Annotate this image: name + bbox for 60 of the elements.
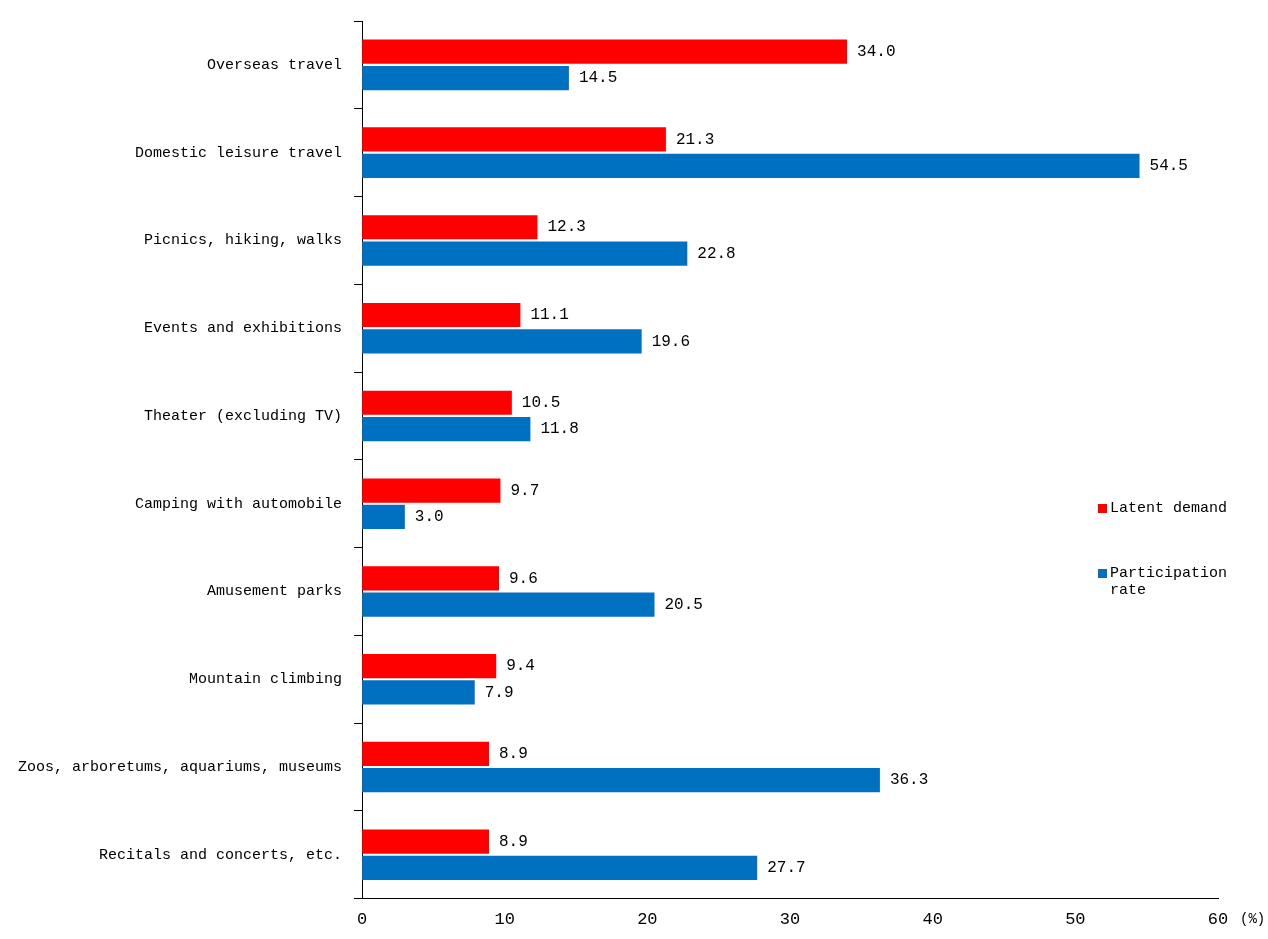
x-tick-label: 10 <box>494 910 515 930</box>
y-tick-label: Mountain climbing <box>189 671 343 689</box>
bar <box>362 65 569 91</box>
legend-label: Latent demand <box>1110 500 1228 518</box>
data-label: 27.7 <box>767 859 806 878</box>
data-label: 34.0 <box>857 42 896 61</box>
y-tick-label: Overseas travel <box>207 56 343 74</box>
data-label: 3.0 <box>414 508 444 527</box>
bar <box>362 504 405 529</box>
bar <box>362 302 521 328</box>
data-label: 11.1 <box>530 306 569 325</box>
x-tick-label: 60 <box>1207 910 1229 930</box>
data-label: 54.5 <box>1149 157 1188 176</box>
bar <box>362 592 655 617</box>
x-tick-label: 20 <box>637 910 658 930</box>
data-label: 22.8 <box>697 244 736 263</box>
bar <box>362 127 666 152</box>
x-tick-label: 0 <box>356 910 368 930</box>
y-tick-label: Amusement parks <box>207 583 343 601</box>
bar <box>362 416 531 442</box>
data-label: 8.9 <box>499 745 528 764</box>
bar <box>362 153 1140 178</box>
data-label: 11.8 <box>540 420 579 439</box>
y-tick-label: Events and exhibitions <box>144 320 343 338</box>
bar <box>362 215 538 240</box>
bar <box>362 653 497 679</box>
y-tick-label: Picnics, hiking, walks <box>144 232 343 250</box>
data-label: 7.9 <box>484 683 514 702</box>
bar <box>362 39 848 64</box>
data-label: 9.4 <box>506 657 535 676</box>
bar <box>362 566 499 591</box>
data-label: 8.9 <box>499 832 528 851</box>
bar <box>362 241 688 266</box>
data-label: 10.5 <box>521 393 561 412</box>
bar <box>362 768 880 793</box>
bar <box>362 741 490 766</box>
legend-label: Participation rate <box>1110 565 1228 600</box>
data-label: 36.3 <box>889 771 929 790</box>
y-tick-label: Camping with automobile <box>135 495 343 513</box>
data-label: 12.3 <box>547 218 586 237</box>
x-tick-label: 50 <box>1065 910 1086 930</box>
data-label: 9.6 <box>509 569 538 588</box>
bar <box>362 478 501 503</box>
x-axis-title: (%) <box>1240 911 1266 928</box>
bar <box>362 829 490 854</box>
y-tick-label: Theater (excluding TV) <box>144 407 343 425</box>
bar <box>362 329 642 354</box>
x-tick-label: 40 <box>922 910 943 930</box>
data-label: 14.5 <box>578 69 618 88</box>
y-tick-label: Domestic leisure travel <box>135 144 343 162</box>
y-tick-label: Zoos, arboretums, aquariums, museums <box>17 758 343 776</box>
data-label: 20.5 <box>664 595 703 614</box>
data-label: 19.6 <box>651 332 691 351</box>
y-tick-label: Recitals and concerts, etc. <box>99 846 343 864</box>
bar <box>362 855 758 880</box>
x-tick-label: 30 <box>779 910 801 930</box>
data-label: 9.7 <box>510 481 540 500</box>
bar <box>362 680 475 705</box>
data-label: 21.3 <box>675 130 715 149</box>
bar <box>362 390 512 415</box>
